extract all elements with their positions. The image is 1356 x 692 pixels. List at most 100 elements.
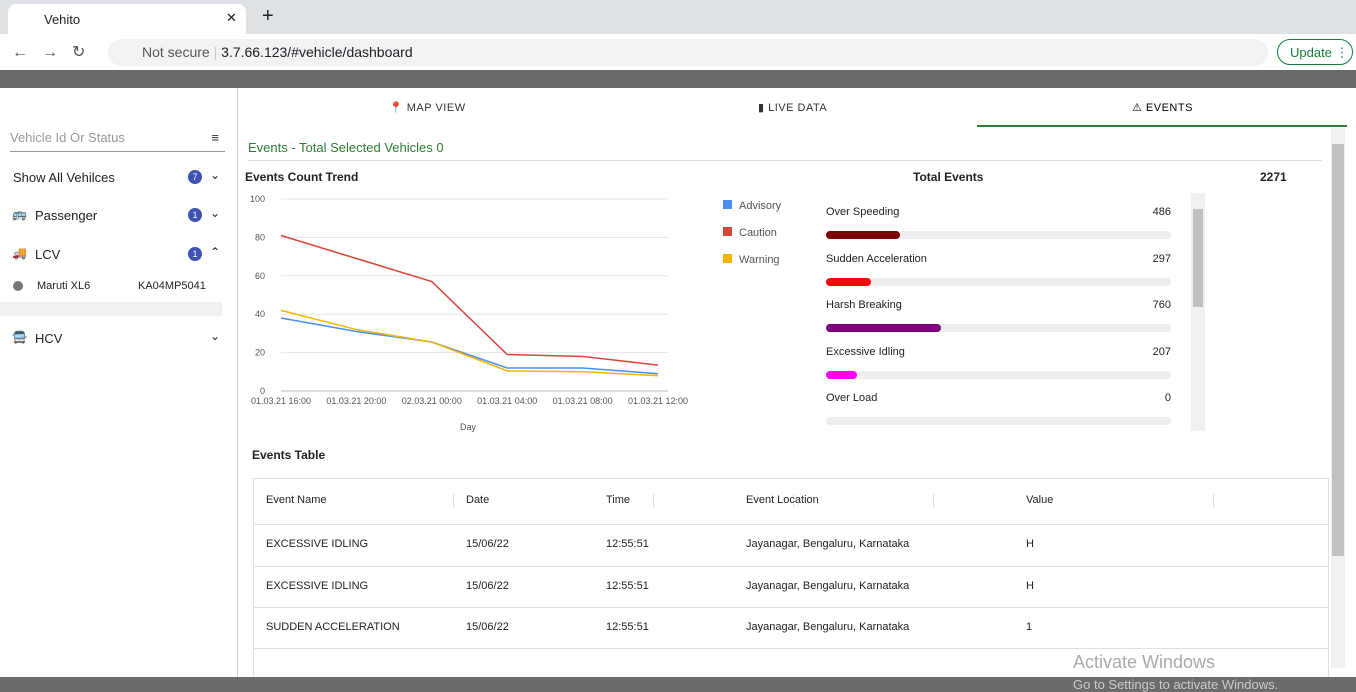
table-cell: SUDDEN ACCELERATION (266, 621, 400, 633)
status-dot (13, 281, 23, 291)
bar (826, 370, 858, 379)
table-cell: EXCESSIVE IDLING (266, 538, 369, 550)
event-name: Excessive Idling (826, 345, 905, 358)
vehicle-name: Maruti XL6 (37, 280, 91, 292)
table-title: Events Table (252, 448, 326, 462)
event-name: Harsh Breaking (826, 299, 902, 311)
y-tick-label: 80 (255, 232, 265, 242)
app-footer (0, 677, 1356, 692)
browser-tab[interactable]: Vehito ✕ (8, 4, 246, 34)
chevron[interactable]: ⌃ (210, 245, 221, 259)
security: Not secure (142, 44, 210, 60)
bar-track (826, 231, 1171, 239)
column-header: Value (1026, 494, 1054, 506)
chevron[interactable]: ⌄ (210, 329, 221, 343)
events-table: Event Name Date Time Event Location Value EXC… (253, 478, 1329, 677)
view-tab[interactable]: ⚠ EVENTS (1132, 102, 1193, 114)
sidebar: Vehicle Id Or Status ≡ Show All Vehilces 7… (0, 88, 238, 677)
close-tab[interactable]: ✕ (226, 10, 237, 25)
y-tick-label: 60 (255, 271, 265, 281)
column-header: Event Name (266, 494, 327, 506)
bar-track (826, 324, 1171, 332)
count-badge: 1 (188, 247, 202, 261)
column-separator (653, 494, 654, 507)
event-name: Sudden Acceleration (826, 252, 927, 265)
bar (826, 277, 872, 286)
group-label: LCV (35, 247, 61, 262)
vehicle-row[interactable]: Maruti XL6 KA04MP5041 (0, 276, 238, 316)
update-button[interactable]: Update ⋮ (1277, 39, 1353, 65)
chevron[interactable]: ⌄ (210, 206, 221, 220)
group-label: Show All Vehilces (13, 170, 115, 185)
watermark-title: Activate Windows (1073, 652, 1216, 672)
table-cell: H (1026, 538, 1034, 550)
scrollbar[interactable] (1331, 128, 1345, 668)
legend-label: Caution (739, 227, 777, 239)
bar-track (826, 370, 1171, 379)
group-icon: 🚍 (12, 330, 27, 344)
vehicle-group[interactable]: HCV 🚍 ⌄ (12, 329, 227, 349)
table-cell: EXCESSIVE IDLING (266, 579, 369, 592)
group-icon: 🚚 (12, 246, 27, 260)
bar-track (826, 277, 1171, 286)
omnibox[interactable]: Not secure | 3.7.66.123/#vehicle/dashboa… (108, 39, 1268, 66)
event-name: Over Load (826, 392, 878, 404)
column-separator (793, 494, 794, 507)
y-tick-label: 100 (250, 194, 265, 204)
list-scrollbar[interactable] (1191, 193, 1205, 431)
row-border (254, 524, 1328, 525)
legend-swatch (723, 200, 732, 209)
x-tick-label: 01.03.21 16:00 (251, 396, 311, 406)
table-cell: 15/06/22 (466, 621, 509, 633)
vehicle-group[interactable]: Passenger 🚌 1 ⌄ (12, 206, 227, 226)
x-tick-label: 01.03.21 08:00 (553, 396, 613, 406)
legend-swatch (723, 254, 732, 263)
legend-swatch (723, 227, 732, 236)
series-line (280, 317, 659, 375)
event-count: 207 (1152, 345, 1171, 358)
row-border (254, 565, 1328, 567)
column-header: Event Location (746, 494, 819, 506)
view-tab[interactable]: ▮ LIVE DATA (758, 102, 828, 114)
new-tab[interactable]: + (262, 5, 274, 27)
search-placeholder: Vehicle Id Or Status (10, 130, 125, 145)
event-count: 297 (1152, 252, 1171, 265)
row-border (254, 607, 1328, 608)
total-events-title: Total Events (913, 170, 984, 184)
vehicle-group[interactable]: Show All Vehilces 7 ⌄ (12, 168, 227, 188)
heading: Events - Total Selected Vehicles 0 (248, 140, 444, 155)
table-cell: Jayanagar, Bengaluru, Karnataka (746, 579, 910, 592)
series-line (280, 309, 659, 377)
event-count: 760 (1152, 299, 1171, 311)
row-border (254, 648, 1328, 649)
legend-label: Advisory (739, 200, 782, 212)
view-tabs: 📍 MAP VIEW ▮ LIVE DATA ⚠ EVENTS (239, 88, 1347, 128)
series-line (280, 234, 659, 366)
group-icon: 🚌 (12, 207, 27, 221)
h-scrollbar (0, 302, 222, 316)
vehicle-group[interactable]: LCV 🚚 1 ⌃ (12, 245, 227, 265)
y-tick-label: 40 (255, 309, 265, 319)
table-cell: Jayanagar, Bengaluru, Karnataka (746, 621, 910, 633)
vehicle-plate: KA04MP5041 (138, 280, 206, 292)
table-cell: Jayanagar, Bengaluru, Karnataka (746, 538, 910, 550)
url: 3.7.66.123/#vehicle/dashboard (221, 44, 413, 60)
table-cell: H (1026, 579, 1034, 592)
watermark-text: Go to Settings to activate Windows. (1073, 677, 1279, 692)
search[interactable]: Vehicle Id Or Status ≡ (10, 130, 225, 152)
column-separator (453, 494, 454, 507)
table-cell: 15/06/22 (466, 579, 509, 592)
bar (826, 324, 942, 332)
x-tick-label: 01.03.21 20:00 (326, 396, 386, 406)
nav-buttons[interactable]: ←→↻ (12, 44, 100, 61)
view-tab[interactable]: 📍 MAP VIEW (389, 102, 466, 114)
chart-title: Events Count Trend (245, 170, 359, 184)
chevron[interactable]: ⌄ (210, 168, 221, 182)
table-cell: 1 (1026, 621, 1033, 633)
event-count: 486 (1152, 206, 1171, 218)
events-breakdown: Over Speeding 486 Sudden Acceleration 297 Ha… (807, 193, 1207, 433)
tab-label: EVENTS (1145, 102, 1193, 114)
count-badge: 7 (188, 170, 202, 184)
total-events-count: 2271 (1260, 170, 1287, 184)
